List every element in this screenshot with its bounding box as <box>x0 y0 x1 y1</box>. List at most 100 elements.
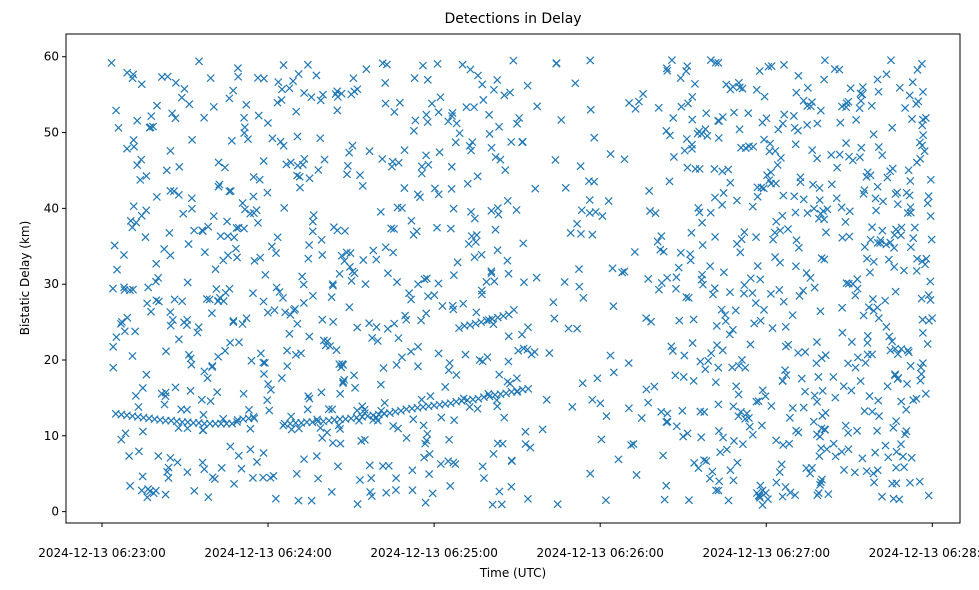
detection-marker <box>493 313 502 322</box>
detection-marker <box>171 78 180 87</box>
detection-marker <box>283 346 292 355</box>
detection-marker <box>659 451 668 460</box>
detection-marker <box>732 196 741 205</box>
detection-marker <box>132 218 141 227</box>
detection-marker <box>759 135 769 144</box>
detection-marker <box>809 204 819 213</box>
detection-marker <box>292 107 301 116</box>
detection-marker <box>744 142 754 151</box>
detection-marker <box>458 60 467 69</box>
detection-marker <box>493 246 502 255</box>
detection-marker <box>274 78 283 87</box>
detection-marker <box>501 166 510 175</box>
detection-marker <box>182 405 192 414</box>
detection-marker <box>174 335 183 344</box>
detection-marker <box>512 205 521 214</box>
detection-marker <box>806 273 815 282</box>
detection-marker <box>503 196 512 205</box>
detection-marker <box>862 254 871 263</box>
detection-marker <box>333 462 342 471</box>
y-tick-label: 30 <box>44 277 59 291</box>
detection-marker <box>394 158 403 167</box>
detection-marker <box>195 57 204 66</box>
detection-marker <box>355 475 364 485</box>
detection-marker <box>367 474 376 483</box>
detection-marker <box>365 147 374 156</box>
detection-marker <box>452 370 461 380</box>
detection-marker <box>574 265 584 274</box>
detection-marker <box>868 295 877 304</box>
detection-marker <box>493 402 502 411</box>
detection-marker <box>282 160 291 169</box>
detection-marker <box>507 457 516 466</box>
detection-marker <box>304 392 313 401</box>
detection-marker <box>219 414 228 423</box>
detection-marker <box>751 299 760 308</box>
detection-marker <box>745 422 754 431</box>
detection-marker <box>230 479 239 488</box>
detection-marker <box>746 340 755 349</box>
detection-marker <box>157 389 166 398</box>
detection-marker <box>286 158 295 167</box>
detection-marker <box>287 425 296 434</box>
detection-marker <box>781 366 790 375</box>
detection-marker <box>682 134 691 143</box>
detection-marker <box>886 56 895 65</box>
detection-marker <box>488 500 497 509</box>
detection-marker <box>193 328 202 337</box>
detection-marker <box>891 344 900 353</box>
detection-marker <box>639 89 648 98</box>
detection-marker <box>585 196 594 205</box>
detection-marker <box>177 93 186 102</box>
detection-marker <box>207 309 216 318</box>
detection-marker <box>446 481 455 490</box>
detection-marker <box>918 328 927 337</box>
detection-marker <box>868 407 877 416</box>
detection-marker <box>712 321 721 330</box>
detection-marker <box>461 350 470 359</box>
detection-marker <box>267 242 276 251</box>
detection-marker <box>827 180 836 189</box>
detection-marker <box>876 238 885 248</box>
detection-marker <box>393 203 402 212</box>
detection-marker <box>858 454 867 463</box>
detection-marker <box>263 308 272 317</box>
detection-marker <box>812 430 821 439</box>
detection-marker <box>495 370 504 379</box>
detection-marker <box>146 123 155 132</box>
detection-marker <box>781 322 790 331</box>
detection-marker <box>335 269 344 278</box>
detection-marker <box>819 206 828 216</box>
detection-marker <box>131 391 140 400</box>
detection-marker <box>171 114 180 123</box>
detection-marker <box>224 251 233 260</box>
detection-marker <box>711 232 720 241</box>
detection-marker <box>815 452 824 461</box>
detection-marker <box>773 160 782 169</box>
detection-marker <box>738 84 747 93</box>
detection-points <box>107 56 937 510</box>
detection-marker <box>634 97 643 106</box>
detection-marker <box>240 205 249 214</box>
detection-marker <box>689 315 698 324</box>
detection-marker <box>683 62 692 71</box>
detection-marker <box>269 471 278 480</box>
detection-marker <box>409 415 418 424</box>
detection-marker <box>869 257 878 266</box>
detection-marker <box>232 224 241 233</box>
detection-marker <box>182 321 191 330</box>
detection-marker <box>358 181 367 190</box>
detection-marker <box>584 177 593 186</box>
detection-marker <box>662 417 671 427</box>
detection-marker <box>748 289 757 298</box>
detection-marker <box>799 195 808 204</box>
detection-marker <box>821 351 830 360</box>
detection-marker <box>334 421 343 430</box>
detection-marker <box>366 487 375 497</box>
detection-marker <box>624 359 633 368</box>
detection-marker <box>817 254 826 263</box>
detection-marker <box>129 135 138 145</box>
detection-marker <box>414 342 423 351</box>
detection-marker <box>422 151 431 160</box>
detection-marker <box>353 500 362 509</box>
